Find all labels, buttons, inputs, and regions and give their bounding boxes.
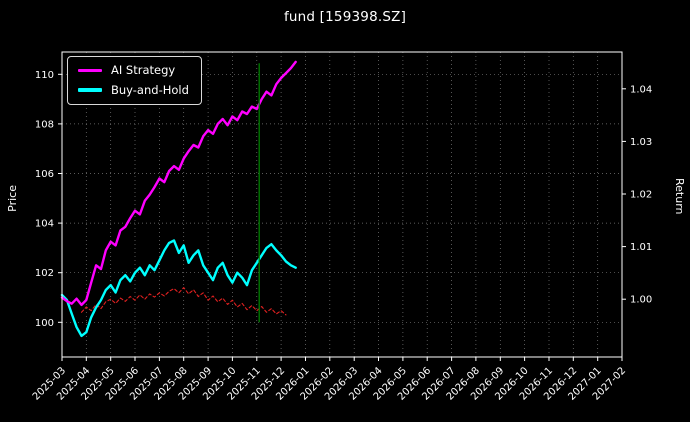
legend-box: AI Strategy Buy-and-Hold <box>67 56 202 106</box>
right-axis-title: Return <box>673 178 686 215</box>
legend-item-ai-strategy: AI Strategy <box>78 64 189 77</box>
svg-text:1.01: 1.01 <box>630 242 652 253</box>
svg-text:1.04: 1.04 <box>630 84 652 95</box>
svg-text:108: 108 <box>35 119 54 130</box>
svg-text:100: 100 <box>35 318 54 329</box>
legend-line-swatch <box>78 68 102 73</box>
svg-text:102: 102 <box>35 268 54 279</box>
legend-label: Buy-and-Hold <box>111 82 189 97</box>
legend-item-buy-and-hold: Buy-and-Hold <box>78 82 189 97</box>
chart-title: fund [159398.SZ] <box>283 9 407 25</box>
svg-text:1.03: 1.03 <box>630 137 652 148</box>
legend-line-swatch <box>78 88 102 92</box>
svg-text:106: 106 <box>35 169 54 180</box>
svg-text:104: 104 <box>35 219 54 230</box>
svg-text:1.00: 1.00 <box>630 295 652 306</box>
legend-label: AI Strategy <box>111 63 176 77</box>
svg-text:1.02: 1.02 <box>630 190 652 201</box>
svg-text:110: 110 <box>35 70 54 81</box>
